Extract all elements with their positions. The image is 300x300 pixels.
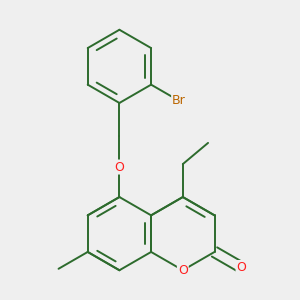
Text: O: O	[236, 261, 246, 274]
Text: O: O	[115, 160, 124, 173]
Text: O: O	[178, 264, 188, 277]
Text: Br: Br	[172, 94, 186, 107]
